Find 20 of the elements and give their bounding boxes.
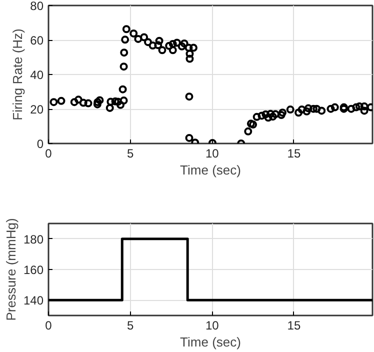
y-tick-label: 0 xyxy=(36,137,44,151)
x-tick-label: 15 xyxy=(287,146,301,160)
y-tick-label: 80 xyxy=(30,0,44,13)
y-tick-label: 140 xyxy=(23,294,44,308)
y-tick-label: 40 xyxy=(30,68,44,82)
x-tick-label: 5 xyxy=(126,146,134,160)
x-tick-label: 15 xyxy=(287,318,301,332)
x-axis-title: Time (sec) xyxy=(180,334,241,350)
x-axis-title: Time (sec) xyxy=(180,162,241,178)
y-tick-label: 160 xyxy=(23,263,44,277)
y-tick-label: 20 xyxy=(30,102,44,116)
y-tick-label: 60 xyxy=(30,34,44,48)
x-tick-label: 10 xyxy=(205,146,220,160)
y-axis-title: Pressure (mmHg) xyxy=(3,218,18,321)
y-axis-title: Firing Rate (Hz) xyxy=(10,28,26,120)
x-tick-label: 0 xyxy=(45,318,52,332)
x-tick-label: 10 xyxy=(205,318,220,332)
x-tick-label: 5 xyxy=(126,318,134,332)
y-tick-label: 180 xyxy=(23,232,44,246)
x-tick-label: 0 xyxy=(45,146,52,160)
